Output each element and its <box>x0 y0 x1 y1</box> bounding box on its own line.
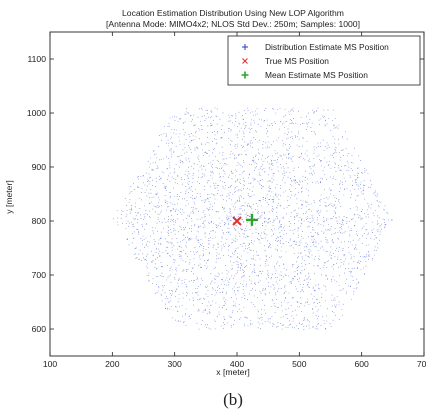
legend-marker-plus <box>242 44 248 50</box>
legend-box <box>227 35 421 86</box>
y-tick-label: 600 <box>32 324 47 334</box>
legend: Distribution Estimate MS Position True MS… <box>227 35 421 86</box>
x-tick-label: 100 <box>43 359 58 369</box>
y-tick-label: 800 <box>32 216 47 226</box>
x-axis-label: x [meter] <box>216 367 249 377</box>
x-tick-label: 400 <box>230 359 245 369</box>
true-ms-position-marker <box>232 216 242 226</box>
y-tick-label: 900 <box>32 162 47 172</box>
y-tick-label: 700 <box>32 270 47 280</box>
axes <box>49 31 425 357</box>
legend-marker-x <box>242 58 248 64</box>
distribution-points <box>113 107 393 330</box>
legend-label: Mean Estimate MS Position <box>265 70 368 80</box>
y-tick-label: 1000 <box>27 108 46 118</box>
x-tick-label: 500 <box>292 359 307 369</box>
tick-labels: 100 200 300 400 500 600 700 600 700 800 900 1000 110… <box>27 54 426 369</box>
y-axis-label: y [meter] <box>4 180 14 213</box>
x-tick-label: 600 <box>354 359 369 369</box>
chart-title: Location Estimation Distribution Using N… <box>122 8 344 18</box>
scatter-points <box>113 107 393 330</box>
legend-marker-plus <box>241 71 249 79</box>
y-tick-label: 1100 <box>28 54 47 64</box>
x-tick-label: 300 <box>167 359 182 369</box>
chart-subtitle: [Antenna Mode: MIMO4x2; NLOS Std Dev.: 2… <box>106 19 360 29</box>
special-markers <box>232 213 258 226</box>
figure-caption: (b) <box>223 390 243 409</box>
mean-estimate-ms-position-marker <box>245 213 258 226</box>
x-tick-label: 700 <box>417 359 426 369</box>
legend-label: True MS Position <box>265 56 329 66</box>
x-tick-label: 200 <box>105 359 120 369</box>
legend-label: Distribution Estimate MS Position <box>265 42 389 52</box>
